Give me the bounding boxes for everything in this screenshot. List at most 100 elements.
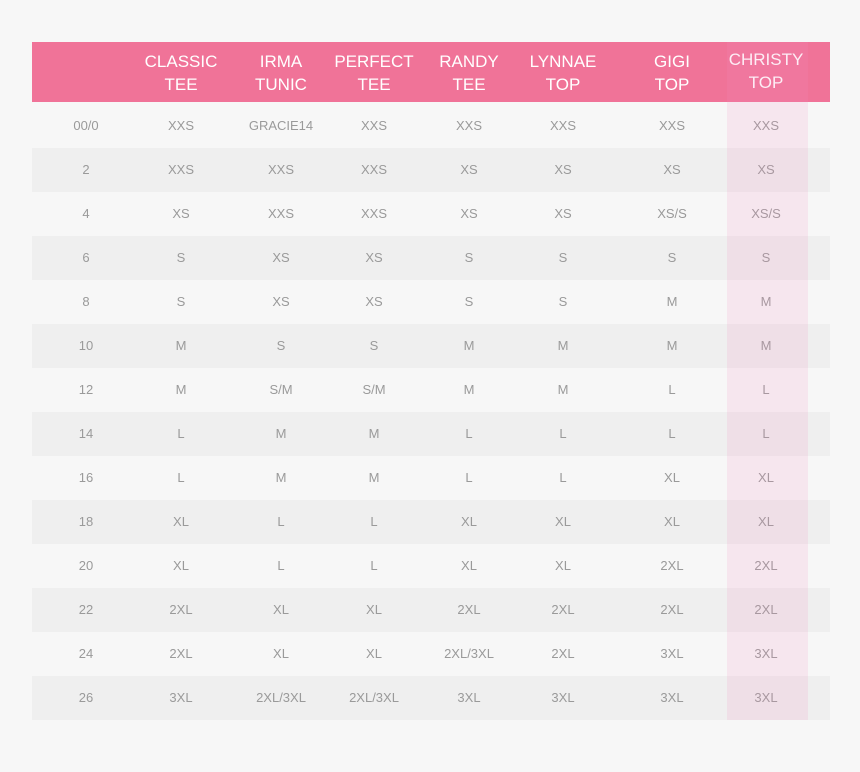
size-label: 18 xyxy=(78,514,94,529)
size-cell: L xyxy=(177,426,185,441)
column-header: IRMA TUNIC xyxy=(226,50,336,96)
size-cell: XS/S xyxy=(657,206,687,221)
column-header: PERFECT TEE xyxy=(319,50,429,96)
size-cell: 2XL/3XL xyxy=(444,646,494,661)
size-cell: S/M xyxy=(362,382,386,397)
size-cell: S xyxy=(176,250,186,265)
size-cell: XS xyxy=(554,162,572,177)
size-cell: M xyxy=(368,470,380,485)
size-cell: L xyxy=(465,470,473,485)
size-cell: XL xyxy=(461,514,477,529)
size-label: 22 xyxy=(78,602,94,617)
header-line: TOP xyxy=(748,73,784,92)
header-line: PERFECT xyxy=(334,52,414,71)
size-cell: 2XL xyxy=(660,558,684,573)
size-cell: GRACIE14 xyxy=(248,118,314,133)
header-line: LYNNAE xyxy=(529,52,597,71)
size-cell: 2XL xyxy=(169,646,193,661)
size-cell: 3XL xyxy=(660,646,684,661)
size-cell: XL xyxy=(273,602,289,617)
size-cell: M xyxy=(666,294,678,309)
size-cell: 3XL xyxy=(457,690,481,705)
size-cell: 3XL xyxy=(754,646,778,661)
size-cell: L xyxy=(370,558,378,573)
header-line: TEE xyxy=(452,75,486,94)
size-cell: M xyxy=(275,426,287,441)
column-header: LYNNAE TOP xyxy=(508,50,618,96)
size-cell: S xyxy=(276,338,286,353)
size-label: 00/0 xyxy=(73,118,99,133)
header-bar xyxy=(32,42,830,102)
table-row xyxy=(32,412,830,456)
size-cell: XS xyxy=(460,162,478,177)
header-line: CLASSIC xyxy=(144,52,218,71)
size-cell: XL xyxy=(664,470,680,485)
size-cell: 2XL xyxy=(754,558,778,573)
table-row xyxy=(32,588,830,632)
column-header: GIGI TOP xyxy=(617,50,727,96)
size-cell: XS xyxy=(554,206,572,221)
size-label: 14 xyxy=(78,426,94,441)
size-label: 6 xyxy=(82,250,90,265)
size-cell: XL xyxy=(366,646,382,661)
table-row xyxy=(32,236,830,280)
size-cell: XL xyxy=(173,558,189,573)
size-cell: XXS xyxy=(549,118,576,133)
size-cell: M xyxy=(760,294,772,309)
size-cell: L xyxy=(668,382,676,397)
size-cell: M xyxy=(557,338,569,353)
header-line: TUNIC xyxy=(255,75,307,94)
size-cell: M xyxy=(175,382,187,397)
size-label: 8 xyxy=(82,294,90,309)
column-highlight xyxy=(727,42,808,720)
size-cell: XS xyxy=(272,250,290,265)
size-cell: L xyxy=(668,426,676,441)
size-cell: XXS xyxy=(360,162,387,177)
size-label: 26 xyxy=(78,690,94,705)
size-cell: S xyxy=(761,250,771,265)
size-cell: XXS xyxy=(455,118,482,133)
size-cell: 2XL xyxy=(754,602,778,617)
size-cell: M xyxy=(557,382,569,397)
size-cell: S xyxy=(667,250,677,265)
size-cell: 2XL xyxy=(551,646,575,661)
size-cell: L xyxy=(559,426,567,441)
size-cell: L xyxy=(177,470,185,485)
size-cell: 3XL xyxy=(551,690,575,705)
size-cell: L xyxy=(277,514,285,529)
size-cell: M xyxy=(368,426,380,441)
size-cell: M xyxy=(275,470,287,485)
size-cell: M xyxy=(463,382,475,397)
header-line: RANDY xyxy=(439,52,499,71)
size-cell: 3XL xyxy=(169,690,193,705)
size-cell: XXS xyxy=(752,118,779,133)
size-cell: XS xyxy=(365,294,383,309)
size-label: 24 xyxy=(78,646,94,661)
size-cell: XS xyxy=(757,162,775,177)
size-cell: XL xyxy=(664,514,680,529)
size-cell: XL xyxy=(461,558,477,573)
size-cell: XS xyxy=(460,206,478,221)
size-cell: XL xyxy=(555,558,571,573)
table-row xyxy=(32,324,830,368)
size-cell: M xyxy=(175,338,187,353)
size-cell: 3XL xyxy=(660,690,684,705)
size-cell: XS xyxy=(172,206,190,221)
size-cell: 2XL xyxy=(660,602,684,617)
column-header: CLASSIC TEE xyxy=(126,50,236,96)
header-line: CHRISTY xyxy=(728,50,804,69)
column-header: RANDY TEE xyxy=(414,50,524,96)
header-line: TEE xyxy=(164,75,198,94)
table-row xyxy=(32,500,830,544)
size-cell: XL xyxy=(555,514,571,529)
table-row xyxy=(32,676,830,720)
size-cell: XS xyxy=(663,162,681,177)
table-row xyxy=(32,148,830,192)
size-cell: S xyxy=(464,250,474,265)
size-cell: XL xyxy=(173,514,189,529)
size-label: 4 xyxy=(82,206,90,221)
size-cell: L xyxy=(762,382,770,397)
size-cell: 3XL xyxy=(754,690,778,705)
size-cell: XL xyxy=(758,470,774,485)
